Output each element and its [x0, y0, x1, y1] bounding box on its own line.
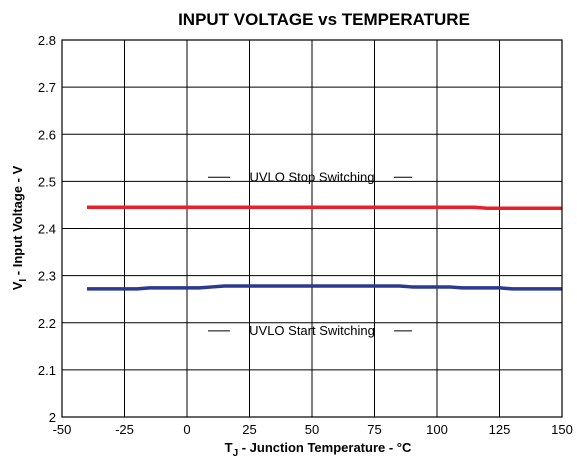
series-lines: [87, 205, 562, 291]
y-axis-label-rest: - Input Voltage - V: [10, 165, 25, 278]
x-tick-labels: -50 -25 0 25 50 75 100 125 150: [53, 422, 573, 437]
x-tick-label: 150: [551, 422, 573, 437]
y-axis-label: VI - Input Voltage - V: [10, 165, 29, 290]
y-axis-label-subscript: I: [18, 279, 29, 282]
annotation-label: UVLO Start Switching: [249, 323, 375, 338]
y-tick-label: 2.6: [38, 127, 56, 142]
y-tick-label: 2.7: [38, 80, 56, 95]
y-tick-label: 2.5: [38, 174, 56, 189]
y-tick-label: 2: [49, 410, 56, 425]
plot-frame: [61, 39, 563, 418]
x-tick-label: 100: [426, 422, 448, 437]
x-axis-label-rest: - Junction Temperature - °C: [238, 440, 412, 455]
y-tick-label: 2.2: [38, 316, 56, 331]
series-line-uvlo-stop: [87, 205, 562, 210]
annotations: UVLO Stop Switching UVLO Start Switching: [208, 169, 412, 338]
x-tick-label: 0: [183, 422, 190, 437]
series-line-uvlo-start: [87, 284, 562, 291]
x-tick-label: -25: [115, 422, 134, 437]
x-tick-label: 50: [305, 422, 319, 437]
x-tick-label: 75: [367, 422, 381, 437]
x-axis-label: TJ - Junction Temperature - °C: [225, 440, 412, 459]
y-axis-label-main: V: [10, 281, 25, 290]
y-tick-label: 2.1: [38, 363, 56, 378]
y-tick-label: 2.3: [38, 269, 56, 284]
x-axis-label-subscript: J: [233, 448, 239, 459]
y-tick-labels: 2 2.1 2.2 2.3 2.4 2.5 2.6 2.7 2.8: [38, 33, 56, 425]
x-tick-label: 25: [242, 422, 256, 437]
x-axis-label-main: T: [225, 440, 233, 455]
y-tick-label: 2.4: [38, 222, 56, 237]
y-tick-label: 2.8: [38, 33, 56, 48]
chart-title: INPUT VOLTAGE vs TEMPERATURE: [178, 10, 470, 29]
grid: [62, 40, 562, 417]
x-tick-label: 125: [489, 422, 511, 437]
annotation-label: UVLO Stop Switching: [249, 169, 374, 184]
x-tick-label: -50: [53, 422, 72, 437]
